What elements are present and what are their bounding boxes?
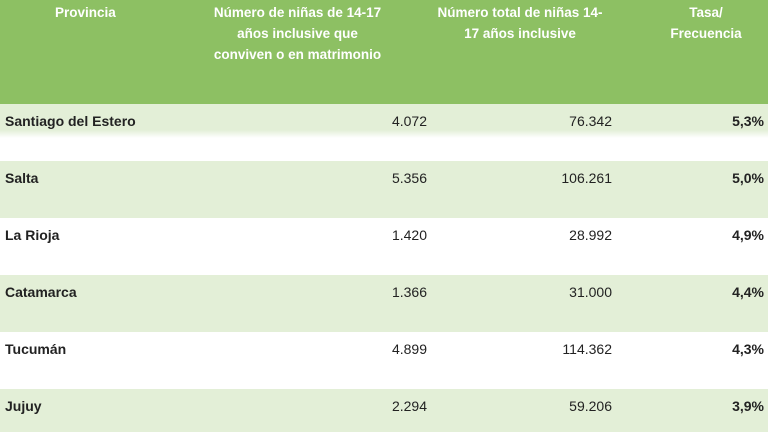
cell-total: 106.261 [561,170,612,186]
header-numero-total: Número total de niñas 14- 17 años inclus… [437,5,603,41]
cell-numero: 1.420 [391,227,427,243]
table-row: La Rioja 1.420 28.992 4,9% [0,218,768,275]
cell-total: 59.206 [569,398,612,414]
header-provincia: Provincia [55,5,116,20]
header-tasa: Tasa/ Frecuencia [670,5,742,41]
cell-numero: 4.072 [391,113,427,129]
table-row: Jujuy 2.294 59.206 3,9% [0,389,768,432]
cell-provincia: Jujuy [5,398,42,414]
cell-tasa: 5,3% [732,113,764,129]
table-row: Santiago del Estero 4.072 76.342 5,3% [0,104,768,161]
table-row: Tucumán 4.899 114.362 4,3% [0,332,768,389]
cell-tasa: 4,4% [732,284,764,300]
cell-tasa: 4,9% [732,227,764,243]
table-row: Salta 5.356 106.261 5,0% [0,161,768,218]
cell-provincia: Salta [5,170,39,186]
cell-provincia: Catamarca [5,284,77,300]
cell-tasa: 5,0% [732,170,764,186]
table-row: Catamarca 1.366 31.000 4,4% [0,275,768,332]
cell-tasa: 4,3% [732,341,764,357]
cell-provincia: La Rioja [5,227,60,243]
cell-numero: 4.899 [391,341,427,357]
cell-numero: 2.294 [391,398,427,414]
table-header: Provincia Número de niñas de 14-17 años … [0,0,768,104]
header-numero-ninas: Número de niñas de 14-17 años inclusive … [213,5,382,62]
cell-total: 31.000 [569,284,612,300]
cell-tasa: 3,9% [732,398,764,414]
cell-provincia: Santiago del Estero [5,113,136,129]
cell-provincia: Tucumán [5,341,67,357]
cell-total: 114.362 [562,341,612,357]
cell-numero: 1.366 [391,284,427,300]
cell-total: 76.342 [569,113,612,129]
cell-total: 28.992 [569,227,612,243]
cell-numero: 5.356 [391,170,427,186]
